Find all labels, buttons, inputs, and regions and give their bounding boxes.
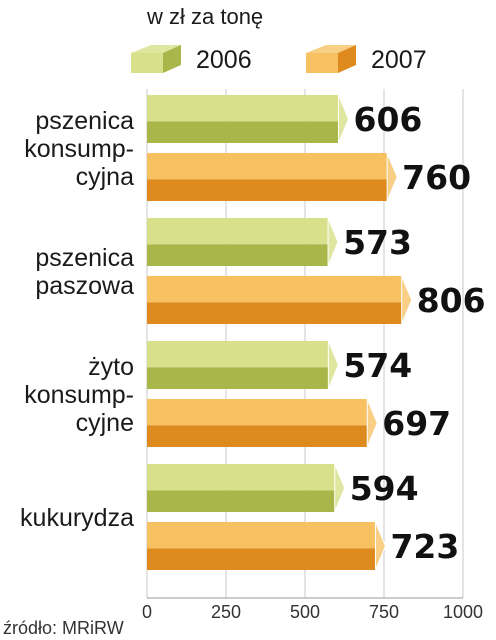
legend-label-2007: 2007 — [371, 46, 427, 74]
category-label-2-2: cyjne — [76, 409, 134, 437]
bar-2006-3-bottom — [147, 490, 335, 512]
bar-2007-0-top — [147, 153, 388, 180]
legend-swatch-side-2006 — [163, 45, 181, 73]
bar-2006-3-end — [334, 463, 346, 513]
labels: 606760pszenicakonsump-cyjna573806pszenic… — [20, 100, 486, 622]
bar-2007-1 — [147, 275, 413, 325]
x-tick-500: 500 — [290, 602, 320, 622]
x-tick-0: 0 — [142, 602, 152, 622]
bar-2007-2-top — [147, 399, 368, 426]
bar-2006-2 — [147, 340, 339, 390]
category-label-3-0: kukurydza — [20, 504, 134, 532]
bar-2006-0-top — [147, 95, 339, 122]
category-label-0-1: konsump- — [24, 135, 134, 163]
value-label-2006-1: 573 — [343, 223, 412, 262]
bar-2006-1 — [147, 217, 339, 267]
legend-label-2006: 2006 — [196, 46, 252, 74]
value-label-2007-2: 697 — [382, 404, 451, 443]
bar-2006-0-end — [337, 94, 350, 144]
category-label-1-0: pszenica — [35, 244, 134, 272]
x-tick-250: 250 — [211, 602, 241, 622]
legend: 2006 2007 — [131, 45, 427, 74]
bar-2007-0-bottom — [147, 179, 388, 201]
source-note: źródło: MRiRW — [3, 618, 124, 638]
bar-2006-1-top — [147, 218, 329, 245]
legend-swatch-side-2007 — [338, 45, 356, 73]
bar-2006-2-end — [327, 340, 339, 390]
value-label-2006-3: 594 — [350, 469, 419, 508]
bar-2007-3-end — [374, 521, 387, 571]
category-label-2-1: konsump- — [24, 381, 134, 409]
bar-2007-2-bottom — [147, 425, 368, 447]
legend-item-2007: 2007 — [306, 45, 427, 74]
value-label-2006-0: 606 — [353, 100, 422, 139]
legend-swatch-top-2006 — [131, 45, 181, 53]
bar-2007-1-top — [147, 276, 402, 303]
bar-2007-0 — [147, 152, 398, 202]
category-label-0-2: cyjna — [76, 163, 134, 191]
bars — [147, 94, 413, 571]
bar-2007-1-end — [401, 275, 413, 325]
category-label-2-0: żyto — [88, 353, 134, 381]
value-label-2007-0: 760 — [402, 158, 471, 197]
value-label-2007-3: 723 — [390, 527, 459, 566]
bar-2007-2 — [147, 398, 378, 448]
value-label-2006-2: 574 — [343, 346, 412, 385]
bar-2007-0-end — [386, 152, 398, 202]
legend-swatch-front-2006 — [131, 53, 163, 73]
x-tick-1000: 1000 — [443, 602, 483, 622]
legend-swatch-front-2007 — [306, 53, 338, 73]
bar-2007-3 — [147, 521, 387, 571]
bar-2006-2-bottom — [147, 367, 329, 389]
category-label-0-0: pszenica — [35, 107, 134, 135]
bar-2007-2-end — [366, 398, 378, 448]
legend-item-2006: 2006 — [131, 45, 252, 74]
bar-2007-3-bottom — [147, 548, 376, 570]
bar-2007-3-top — [147, 522, 376, 549]
bar-2007-1-bottom — [147, 302, 402, 324]
bar-2006-0-bottom — [147, 121, 339, 143]
bar-2006-2-top — [147, 341, 329, 368]
category-label-1-1: paszowa — [35, 272, 134, 300]
bar-2006-3-top — [147, 464, 335, 491]
bar-2006-0 — [147, 94, 350, 144]
unit-label: w zł za tonę — [146, 4, 263, 29]
bar-2006-3 — [147, 463, 346, 513]
value-label-2007-1: 806 — [417, 281, 486, 320]
bar-2006-1-bottom — [147, 244, 329, 266]
bar-2006-1-end — [327, 217, 339, 267]
x-tick-750: 750 — [369, 602, 399, 622]
legend-swatch-top-2007 — [306, 45, 356, 53]
